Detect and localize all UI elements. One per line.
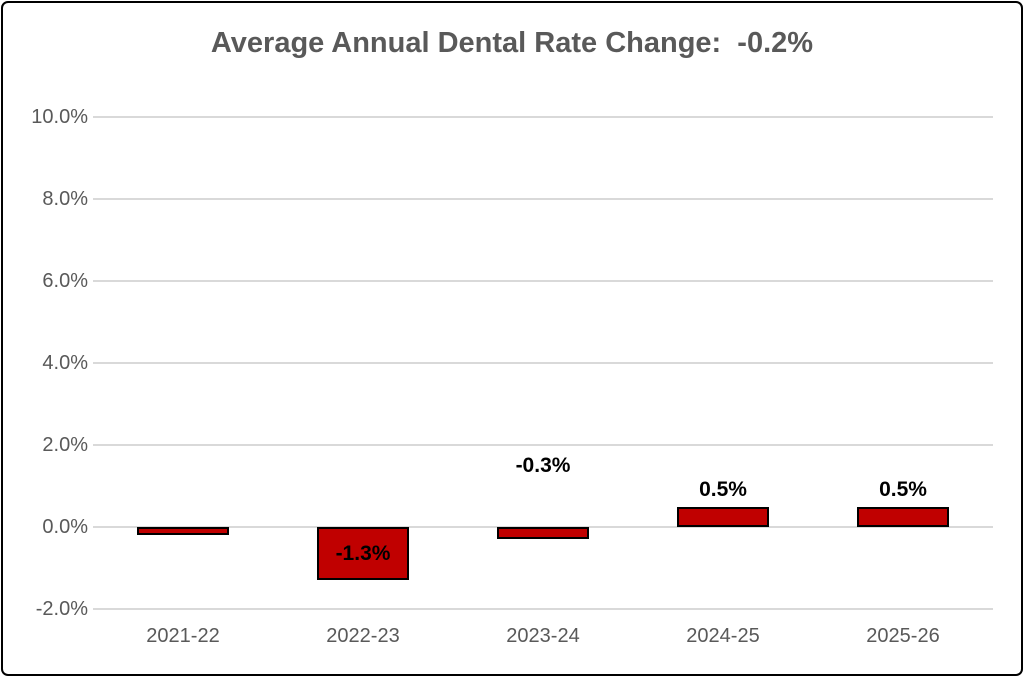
- x-axis-tick-label: 2025-26: [866, 625, 940, 647]
- gridline: [93, 444, 993, 446]
- x-axis-tick-label: 2023-24: [506, 625, 580, 647]
- bar-2024-25: [677, 506, 769, 527]
- gridline: [93, 608, 993, 610]
- plot-area: -1.3% -0.3% 0.5% 0.5%: [93, 116, 993, 610]
- gridline: [93, 116, 993, 118]
- data-label: -1.3%: [335, 541, 391, 565]
- y-axis-tick-label: 2.0%: [42, 434, 88, 456]
- x-axis-tick-label: 2022-23: [326, 625, 400, 647]
- y-axis-tick-label: 0.0%: [42, 516, 88, 538]
- bar-2025-26: [857, 506, 949, 527]
- gridline: [93, 280, 993, 282]
- y-axis-tick-label: 8.0%: [42, 188, 88, 210]
- bar-2021-22: [137, 527, 229, 536]
- data-label: 0.5%: [699, 477, 747, 501]
- x-axis-tick-label: 2021-22: [146, 625, 220, 647]
- chart-title: Average Annual Dental Rate Change: -0.2%: [210, 27, 814, 59]
- bar-2023-24: [497, 527, 589, 540]
- y-axis-tick-label: -2.0%: [35, 598, 88, 620]
- data-label: 0.5%: [879, 477, 927, 501]
- y-axis-tick-label: 6.0%: [42, 270, 88, 292]
- y-axis-tick-label: 4.0%: [42, 352, 88, 374]
- gridline: [93, 362, 993, 364]
- gridline: [93, 198, 993, 200]
- data-label: -0.3%: [515, 453, 571, 477]
- bar-2022-23: [317, 527, 409, 581]
- y-axis-tick-label: 10.0%: [31, 106, 88, 128]
- x-axis-tick-label: 2024-25: [686, 625, 760, 647]
